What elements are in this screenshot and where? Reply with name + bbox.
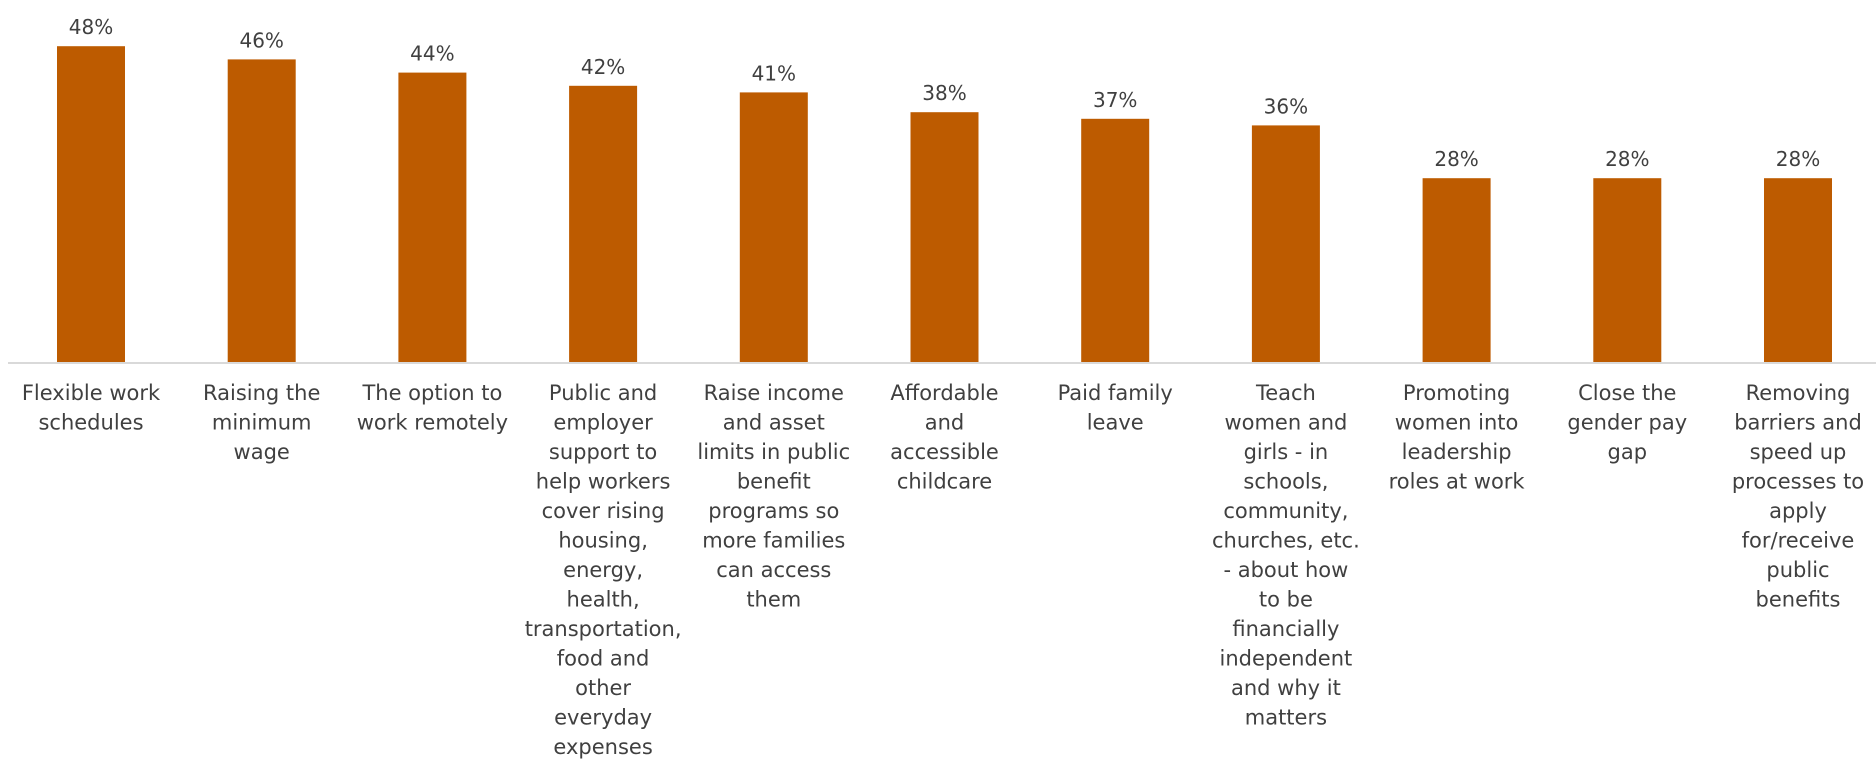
category-label-line: benefits	[1756, 588, 1841, 612]
data-label-2: 44%	[410, 42, 454, 66]
category-label-line: to be	[1259, 588, 1313, 612]
data-label-7: 36%	[1264, 94, 1308, 118]
category-label-line: minimum	[212, 411, 312, 435]
category-label-line: The option to	[361, 381, 502, 405]
category-label-line: women and	[1224, 411, 1347, 435]
category-label-line: help workers	[536, 470, 671, 494]
category-label-line: - about how	[1223, 558, 1348, 582]
bar-1	[227, 59, 296, 364]
category-label-line: benefit	[737, 470, 811, 494]
category-label-line: Close the	[1578, 381, 1676, 405]
category-label-line: gender pay	[1567, 411, 1687, 435]
category-labels-group: Flexible work schedules Raising the minimum…	[22, 381, 1864, 759]
category-label-5: Affordable and accessible childcare	[890, 381, 999, 494]
category-label-line: work remotely	[357, 411, 508, 435]
data-label-0: 48%	[69, 15, 113, 39]
data-label-6: 37%	[1093, 88, 1137, 112]
category-label-line: and	[925, 411, 965, 435]
data-label-10: 28%	[1776, 147, 1820, 171]
category-label-10: Removing barriers and speed up processes to…	[1732, 381, 1864, 612]
category-label-line: everyday	[554, 706, 652, 730]
category-label-9: Close the gender pay gap	[1567, 381, 1687, 464]
bar-6	[1081, 118, 1150, 363]
category-label-line: community,	[1223, 499, 1348, 523]
category-label-line: more families	[702, 529, 845, 553]
category-label-line: limits in public	[697, 440, 850, 464]
category-label-line: schools,	[1243, 470, 1328, 494]
category-label-line: roles at work	[1389, 470, 1526, 494]
category-label-line: Promoting	[1403, 381, 1510, 405]
category-label-line: gap	[1608, 440, 1648, 464]
bar-9	[1593, 178, 1662, 363]
category-label-line: can access	[716, 558, 831, 582]
category-label-line: energy,	[563, 558, 643, 582]
category-label-line: processes to	[1732, 470, 1864, 494]
category-label-line: programs so	[708, 499, 839, 523]
category-label-line: leadership	[1402, 440, 1512, 464]
category-label-6: Paid family leave	[1058, 381, 1173, 435]
category-label-line: food and	[557, 647, 650, 671]
bar-2	[398, 72, 467, 363]
category-label-line: Teach	[1255, 381, 1316, 405]
bar-3	[569, 85, 638, 364]
category-label-line: barriers and	[1734, 411, 1862, 435]
category-label-line: matters	[1245, 706, 1327, 730]
bar-8	[1422, 178, 1491, 363]
category-label-line: employer	[553, 411, 653, 435]
category-label-line: Paid family	[1058, 381, 1173, 405]
bar-10	[1764, 178, 1832, 363]
category-label-line: support to	[549, 440, 657, 464]
category-label-line: and asset	[723, 411, 825, 435]
category-label-line: expenses	[553, 735, 652, 759]
category-label-3: Public and employer support to help workers…	[525, 381, 682, 759]
category-label-line: housing,	[558, 529, 648, 553]
category-label-line: independent	[1220, 647, 1353, 671]
category-label-line: apply	[1769, 499, 1827, 523]
category-label-line: speed up	[1750, 440, 1847, 464]
category-label-line: cover rising	[542, 499, 665, 523]
bar-4	[739, 92, 808, 364]
bar-0	[57, 46, 125, 363]
category-label-line: girls - in	[1244, 440, 1329, 464]
category-label-line: them	[746, 588, 801, 612]
data-label-1: 46%	[239, 28, 283, 52]
category-label-line: schedules	[38, 411, 143, 435]
category-label-line: transportation,	[525, 617, 682, 641]
category-label-line: and why it	[1231, 676, 1341, 700]
category-label-line: public	[1766, 558, 1829, 582]
category-label-line: Public and	[549, 381, 657, 405]
category-label-line: Affordable	[890, 381, 998, 405]
category-label-line: accessible	[890, 440, 999, 464]
category-label-1: Raising the minimum wage	[203, 381, 320, 464]
category-label-line: churches, etc.	[1212, 529, 1360, 553]
data-label-4: 41%	[752, 61, 796, 85]
category-label-line: Flexible work	[22, 381, 161, 405]
data-label-3: 42%	[581, 55, 625, 79]
category-label-line: financially	[1232, 617, 1339, 641]
bar-5	[910, 112, 979, 363]
category-label-0: Flexible work schedules	[22, 381, 161, 435]
category-label-line: other	[575, 676, 631, 700]
category-label-line: wage	[234, 440, 290, 464]
category-label-line: for/receive	[1742, 529, 1855, 553]
category-label-7: Teach women and girls - in schools, communit…	[1212, 381, 1360, 730]
category-label-line: childcare	[897, 470, 992, 494]
category-label-4: Raise income and asset limits in public ben…	[697, 381, 850, 612]
bar-7	[1251, 125, 1320, 364]
category-label-line: Raise income	[704, 381, 844, 405]
data-label-8: 28%	[1434, 147, 1478, 171]
data-label-9: 28%	[1605, 147, 1649, 171]
category-label-line: health,	[567, 588, 640, 612]
category-label-8: Promoting women into leadership roles at wo…	[1389, 381, 1526, 494]
category-label-2: The option to work remotely	[357, 381, 508, 435]
data-labels-group: 48% 46% 44% 42% 41% 38% 37% 36% 28% 28% 28%	[69, 15, 1820, 171]
category-label-line: women into	[1395, 411, 1519, 435]
category-label-line: Raising the	[203, 381, 320, 405]
bars-group	[57, 46, 1832, 364]
category-label-line: leave	[1087, 411, 1144, 435]
data-label-5: 38%	[922, 81, 966, 105]
category-label-line: Removing	[1746, 381, 1851, 405]
